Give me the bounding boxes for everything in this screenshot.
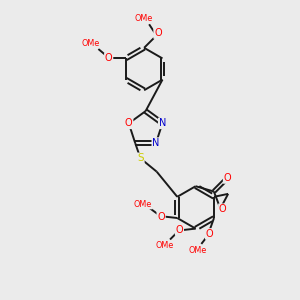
Text: O: O — [105, 53, 112, 63]
Text: O: O — [157, 212, 165, 221]
Text: O: O — [219, 204, 226, 214]
Text: O: O — [206, 229, 213, 239]
Text: N: N — [152, 138, 160, 148]
Text: O: O — [154, 28, 162, 38]
Text: OMe: OMe — [134, 200, 152, 209]
Text: O: O — [176, 225, 183, 235]
Text: O: O — [125, 118, 133, 128]
Text: OMe: OMe — [155, 241, 173, 250]
Text: N: N — [159, 118, 166, 128]
Text: OMe: OMe — [134, 14, 152, 23]
Text: O: O — [224, 173, 231, 183]
Text: OMe: OMe — [188, 247, 206, 256]
Text: OMe: OMe — [81, 39, 100, 48]
Text: S: S — [137, 153, 144, 164]
